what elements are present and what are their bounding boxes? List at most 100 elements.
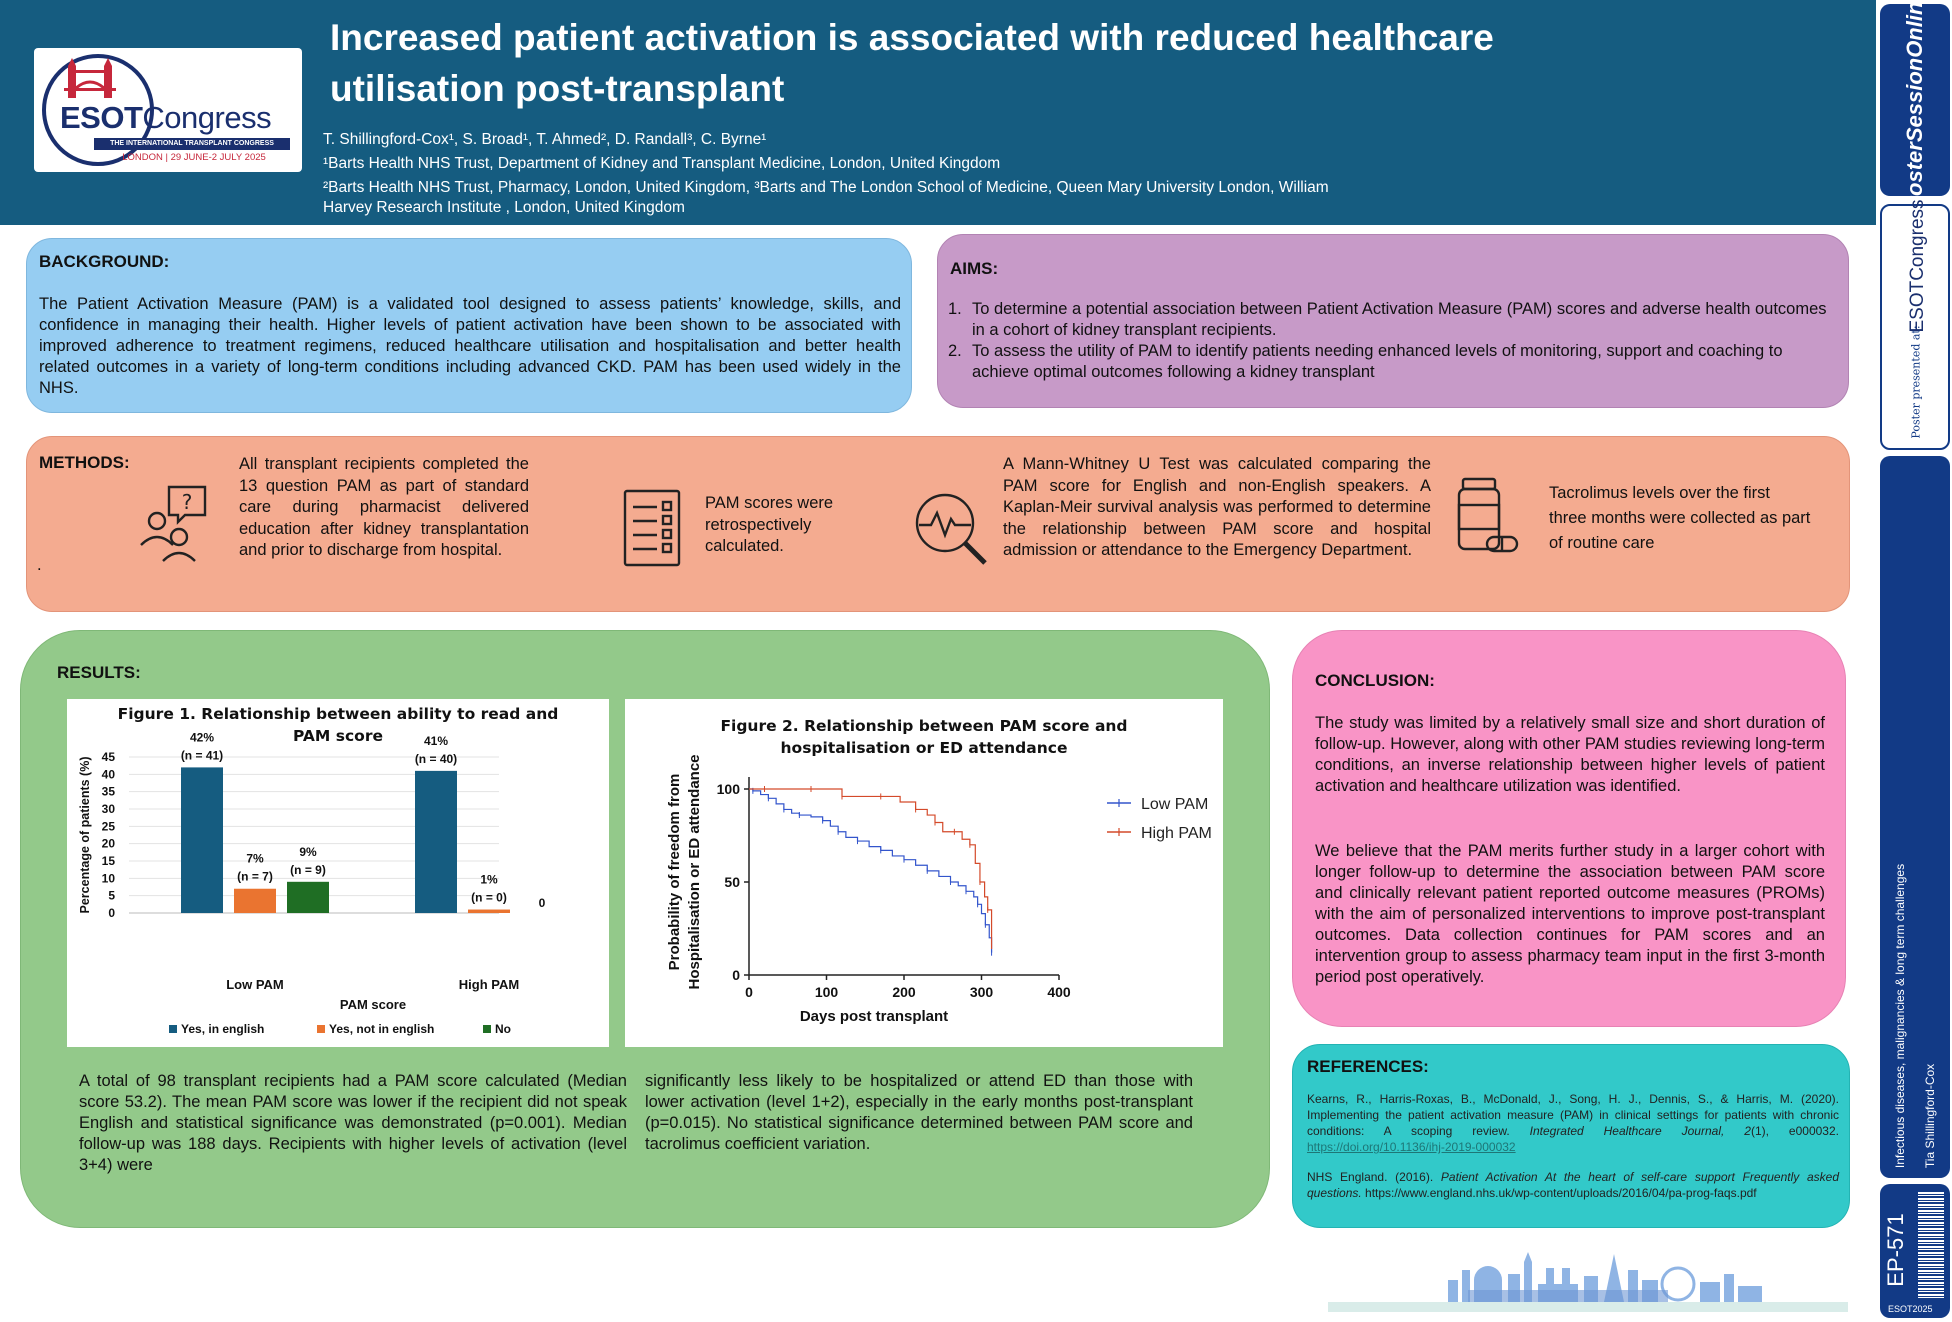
- y-tick-label: 100: [717, 781, 741, 797]
- figure-1: Figure 1. Relationship between ability t…: [67, 699, 609, 1047]
- y-tick-label: 30: [102, 802, 116, 816]
- data-label: 0: [539, 896, 546, 910]
- data-label-n: (n = 9): [290, 863, 326, 877]
- y-tick-label: 50: [724, 874, 740, 890]
- svg-text:?: ?: [182, 490, 193, 514]
- poster-code: EP-571: [1883, 1213, 1908, 1287]
- legend-label: High PAM: [1141, 825, 1212, 842]
- references-panel: REFERENCES: Kearns, R., Harris-Roxas, B.…: [1292, 1044, 1850, 1228]
- aims-list: 1. To determine a potential association b…: [948, 299, 1840, 383]
- author-list: T. Shillingford-Cox¹, S. Broad¹, T. Ahme…: [323, 131, 767, 148]
- y-tick-label: 45: [102, 750, 116, 764]
- y-axis-label: Probability of freedom from: [666, 774, 683, 971]
- presented-label: Poster presented at:: [1909, 325, 1923, 439]
- data-label: 9%: [299, 845, 317, 859]
- conclusion-heading: CONCLUSION:: [1315, 671, 1435, 690]
- people-question-icon: ?: [140, 485, 207, 562]
- affiliation-2-cont: Harvey Research Institute , London, Unit…: [323, 199, 685, 216]
- y-tick-label: 35: [102, 785, 116, 799]
- side-strip: PosterSessionOnline ESOTCongress Poster …: [1876, 0, 1952, 1322]
- y-axis-label-line-2: Hospitalisation or ED attendance: [686, 754, 703, 989]
- poster-code-badge: EP-571 ESOT2025: [1880, 1184, 1950, 1318]
- presenter-name: Tia Shillingford-Cox: [1923, 1063, 1937, 1169]
- esot-logo: ESOTCongress THE INTERNATIONAL TRANSPLAN…: [34, 48, 302, 172]
- x-tick-label: High PAM: [459, 977, 519, 992]
- y-tick-label: 40: [102, 767, 116, 781]
- results-text-left: A total of 98 transplant recipients had …: [79, 1072, 627, 1174]
- conclusion-paragraph-1: The study was limited by a relatively sm…: [1315, 714, 1825, 795]
- data-label-n: (n = 7): [237, 870, 273, 884]
- data-label: 1%: [480, 873, 498, 887]
- logo-wordmark: ESOTCongress: [60, 100, 272, 135]
- background-panel: BACKGROUND: The Patient Activation Measu…: [26, 238, 912, 413]
- logo-subtitle: LONDON | 29 JUNE-2 JULY 2025: [122, 152, 266, 163]
- aim-item: 2. To assess the utility of PAM to identi…: [948, 342, 1783, 381]
- x-tick-label: 100: [815, 984, 839, 1000]
- poster-session-online-badge[interactable]: PosterSessionOnline: [1880, 0, 1950, 211]
- legend-swatch: [169, 1025, 177, 1033]
- bar: [181, 767, 223, 913]
- y-axis-label: Percentage of patients (%): [78, 757, 92, 914]
- conclusion-panel: CONCLUSION: The study was limited by a r…: [1292, 630, 1846, 1027]
- x-axis-label: PAM score: [340, 997, 406, 1012]
- y-tick-label: 15: [102, 854, 116, 868]
- y-tick-label: 0: [732, 967, 740, 983]
- affiliation-2: ²Barts Health NHS Trust, Pharmacy, Londo…: [323, 179, 1329, 196]
- bar: [415, 770, 457, 913]
- bar: [287, 881, 329, 913]
- y-tick-label: 20: [102, 837, 116, 851]
- y-tick-label: 10: [102, 871, 116, 885]
- results-panel: RESULTS: Figure 1. Relationship between …: [20, 630, 1270, 1228]
- y-tick-label: 25: [102, 819, 116, 833]
- x-axis-label: Days post transplant: [800, 1008, 948, 1025]
- legend-swatch: [483, 1025, 491, 1033]
- x-tick-label: 300: [970, 984, 994, 1000]
- figure-2: Figure 2. Relationship between PAM score…: [625, 699, 1223, 1047]
- reference-1: Kearns, R., Harris-Roxas, B., McDonald, …: [1307, 1092, 1839, 1154]
- method-step-1: All transplant recipients completed the …: [239, 455, 529, 559]
- figure-1-chart: 0 5 10 15 20 25 30 35 40 45 42% (n = 41) 7% (n = 7) 9%…: [78, 730, 546, 1036]
- heartbeat-search-icon: [915, 493, 987, 565]
- data-label: 7%: [246, 852, 264, 866]
- series-line: [749, 788, 993, 953]
- aims-panel: AIMS: 1. To determine a potential associa…: [937, 234, 1849, 408]
- pso-label: PosterSessionOnline: [1902, 0, 1927, 211]
- checklist-icon: [623, 489, 681, 567]
- poster-code-small: ESOT2025: [1888, 1304, 1933, 1314]
- methods-dot: .: [37, 556, 42, 574]
- affiliation-1: ¹Barts Health NHS Trust, Department of K…: [323, 155, 1001, 172]
- data-label-n: (n = 40): [415, 752, 457, 766]
- figure-2-chart: 0 50 100 0 100 200 300 400 Days post transplant P…: [666, 754, 1212, 1025]
- figure-1-title: Figure 1. Relationship between ability t…: [117, 705, 559, 745]
- tower-bridge-icon: [64, 58, 116, 98]
- y-tick-label: 0: [108, 906, 115, 920]
- x-tick-label: Low PAM: [226, 977, 284, 992]
- x-tick-label: 0: [745, 984, 753, 1000]
- legend-label: Low PAM: [1141, 796, 1208, 813]
- medicine-bottle-icon: [1457, 477, 1519, 553]
- background-text: The Patient Activation Measure (PAM) is …: [39, 295, 901, 397]
- bar: [234, 888, 276, 913]
- topic-label: Infectious diseases, malignancies & long…: [1893, 863, 1907, 1169]
- data-label-n: (n = 41): [181, 748, 223, 762]
- figure-2-title: Figure 2. Relationship between PAM score…: [720, 717, 1128, 757]
- conclusion-paragraph-2: We believe that the PAM merits further s…: [1315, 842, 1825, 986]
- legend-label: No: [495, 1022, 511, 1036]
- barcode-icon: [1918, 1192, 1944, 1300]
- poster-title: Increased patient activation is associat…: [330, 17, 1494, 109]
- bar: [468, 909, 510, 913]
- references-heading: REFERENCES:: [1307, 1057, 1429, 1076]
- topic-text: Infectious diseases, malignancies & long…: [1885, 864, 1945, 1168]
- aim-item: 1. To determine a potential association b…: [948, 300, 1827, 339]
- results-text-right: significantly less likely to be hospital…: [645, 1072, 1193, 1153]
- presented-at-badge: ESOTCongress Poster presented at:: [1880, 199, 1950, 450]
- logo-band: THE INTERNATIONAL TRANSPLANT CONGRESS: [94, 138, 290, 150]
- results-heading: RESULTS:: [57, 663, 141, 682]
- background-heading: BACKGROUND:: [39, 252, 170, 271]
- methods-heading: METHODS:: [39, 453, 130, 472]
- authors-block: T. Shillingford-Cox¹, S. Broad¹, T. Ahme…: [323, 130, 1423, 218]
- reference-1-link[interactable]: https://doi.org/10.1136/ihj-2019-000032: [1307, 1140, 1516, 1154]
- x-tick-label: 400: [1047, 984, 1071, 1000]
- legend-label: Yes, in english: [181, 1022, 264, 1036]
- method-step-4: Tacrolimus levels over the first three m…: [1549, 484, 1811, 552]
